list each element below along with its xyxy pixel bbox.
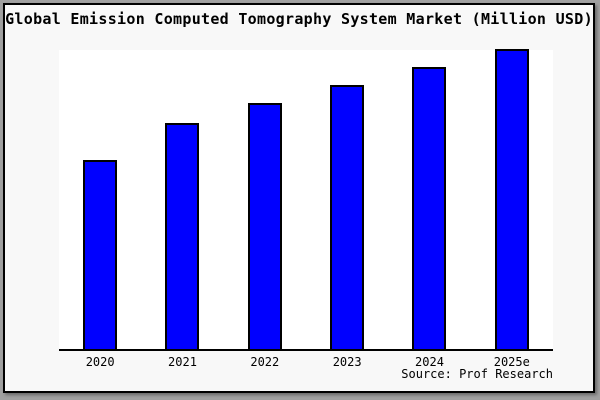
bar-2021 bbox=[165, 123, 200, 349]
bar-2024 bbox=[412, 67, 447, 349]
bar-2025e bbox=[494, 49, 529, 349]
x-tick-label: 2022 bbox=[250, 355, 280, 369]
bar-column bbox=[224, 50, 306, 349]
bar-2022 bbox=[247, 103, 282, 349]
x-tick-label: 2021 bbox=[168, 355, 197, 369]
x-tick-label: 2025e bbox=[493, 355, 530, 369]
bars bbox=[59, 49, 553, 349]
bar-column bbox=[59, 50, 141, 349]
x-tick-label: 2023 bbox=[332, 355, 362, 369]
x-tick-label: 2024 bbox=[415, 355, 444, 369]
bar-2020 bbox=[83, 160, 118, 349]
plot-area bbox=[59, 49, 553, 351]
x-axis-labels: 2020 2021 2022 2023 2024 2025e bbox=[59, 355, 553, 369]
chart-title: Global Emission Computed Tomography Syst… bbox=[5, 10, 593, 28]
bar-column bbox=[471, 49, 553, 349]
bar-column bbox=[306, 50, 388, 349]
chart-card: Global Emission Computed Tomography Syst… bbox=[3, 3, 595, 393]
bar-2023 bbox=[330, 85, 365, 349]
x-tick-label: 2020 bbox=[85, 355, 115, 369]
bar-column bbox=[388, 50, 470, 349]
source-note: Source: Prof Research bbox=[401, 367, 553, 381]
bar-column bbox=[141, 50, 223, 349]
